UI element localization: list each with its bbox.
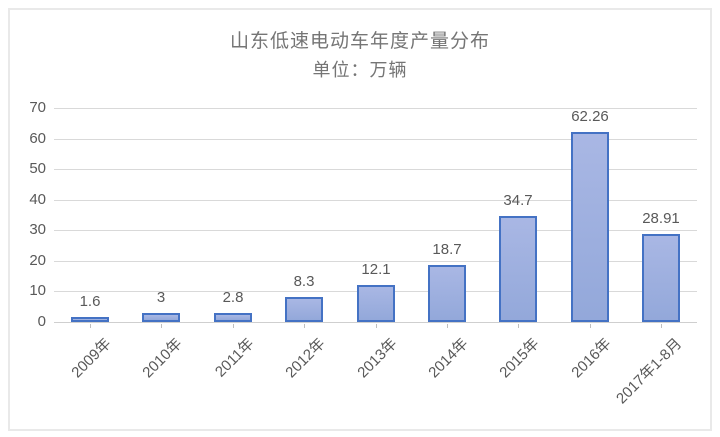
x-axis-tick [90, 324, 91, 328]
x-axis-category-label: 2014年 [424, 335, 472, 382]
x-axis-tick [447, 324, 448, 328]
x-axis-category-label: 2013年 [353, 335, 401, 382]
x-axis-tick [518, 324, 519, 328]
x-axis-category-label: 2010年 [138, 335, 186, 382]
y-axis-tick-label: 60 [29, 130, 46, 147]
x-axis-category-label: 2016年 [567, 335, 615, 382]
bar-value-label: 2.8 [222, 289, 244, 306]
x-axis-category-label: 2011年 [211, 335, 258, 381]
x-axis-tick [233, 324, 234, 328]
chart-subtitle: 单位：万辆 [312, 60, 408, 80]
y-axis-tick-label: 70 [29, 99, 46, 116]
bar-2013年 [357, 285, 395, 322]
x-axis-tick [590, 324, 591, 328]
gridline [54, 261, 697, 262]
bar-2014年 [428, 265, 466, 322]
bar-value-label: 34.7 [503, 192, 533, 209]
bar-2009年 [71, 317, 109, 322]
bar-2010年 [142, 313, 180, 322]
y-axis-tick-label: 0 [37, 313, 46, 330]
bar-value-label: 1.6 [79, 293, 101, 310]
bar-value-label: 18.7 [432, 241, 462, 258]
bar-value-label: 8.3 [293, 273, 315, 290]
x-axis-category-label: 2017年1-8月 [612, 335, 686, 408]
gridline [54, 230, 697, 231]
x-axis-line [54, 322, 697, 323]
y-axis-tick-label: 20 [29, 252, 46, 269]
bar-2016年 [571, 132, 609, 322]
y-axis-tick-label: 30 [29, 221, 46, 238]
bar-value-label: 62.26 [571, 108, 609, 125]
gridline [54, 139, 697, 140]
gridline [54, 108, 697, 109]
bar-2017年1-8月 [642, 234, 680, 322]
bar-2015年 [499, 216, 537, 322]
bar-value-label: 3 [156, 289, 166, 306]
gridline [54, 169, 697, 170]
x-axis-tick [161, 324, 162, 328]
x-axis-category-label: 2012年 [281, 335, 329, 382]
gridline [54, 200, 697, 201]
bar-2011年 [214, 313, 252, 322]
bar-value-label: 12.1 [361, 261, 391, 278]
y-axis-tick-label: 40 [29, 191, 46, 208]
x-axis-tick [376, 324, 377, 328]
x-axis-category-label: 2015年 [495, 335, 543, 382]
x-axis-tick [304, 324, 305, 328]
bar-2012年 [285, 297, 323, 322]
bar-value-label: 28.91 [642, 210, 680, 227]
y-axis-tick-label: 50 [29, 160, 46, 177]
chart-title: 山东低速电动车年度产量分布 [229, 31, 490, 52]
x-axis-tick [661, 324, 662, 328]
chart-title-block: 山东低速电动车年度产量分布 单位：万辆 [0, 28, 720, 84]
y-axis-tick-label: 10 [29, 282, 46, 299]
x-axis-category-label: 2009年 [67, 335, 115, 382]
